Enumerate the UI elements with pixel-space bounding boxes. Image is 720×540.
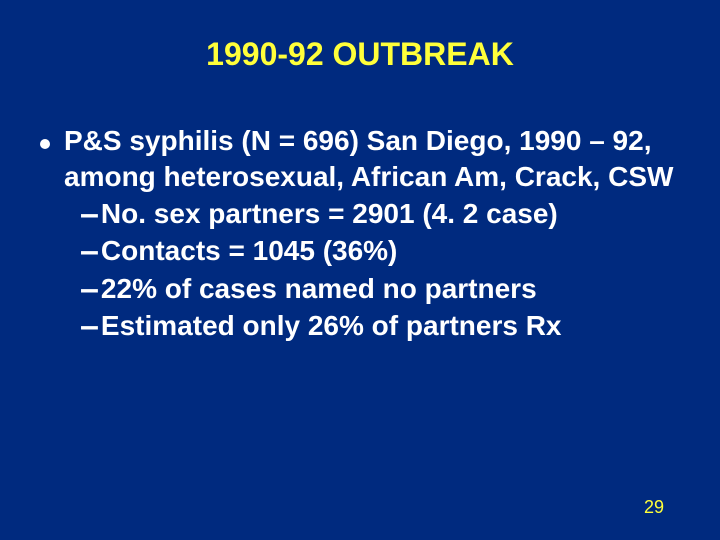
bullet-item: P&S syphilis (N = 696) San Diego, 1990 –… [40, 123, 680, 345]
sub-bullet-text: 22% of cases named no partners [101, 271, 537, 307]
dash-icon: – [80, 271, 99, 308]
sub-bullet: – No. sex partners = 2901 (4. 2 case) [80, 196, 680, 233]
bullet-body: P&S syphilis (N = 696) San Diego, 1990 –… [64, 123, 680, 345]
sub-bullet: – Contacts = 1045 (36%) [80, 233, 680, 270]
sub-bullet: – 22% of cases named no partners [80, 271, 680, 308]
page-number: 29 [644, 497, 664, 518]
sub-bullet-text: Contacts = 1045 (36%) [101, 233, 397, 269]
dash-icon: – [80, 233, 99, 270]
slide: 1990-92 OUTBREAK P&S syphilis (N = 696) … [0, 0, 720, 540]
sub-bullet-text: Estimated only 26% of partners Rx [101, 308, 562, 344]
sub-bullet-text: No. sex partners = 2901 (4. 2 case) [101, 196, 558, 232]
dash-icon: – [80, 196, 99, 233]
bullet-main-text: P&S syphilis (N = 696) San Diego, 1990 –… [64, 123, 680, 196]
slide-title: 1990-92 OUTBREAK [40, 36, 680, 73]
dash-icon: – [80, 308, 99, 345]
sub-bullet: – Estimated only 26% of partners Rx [80, 308, 680, 345]
bullet-dot-icon [40, 139, 50, 149]
